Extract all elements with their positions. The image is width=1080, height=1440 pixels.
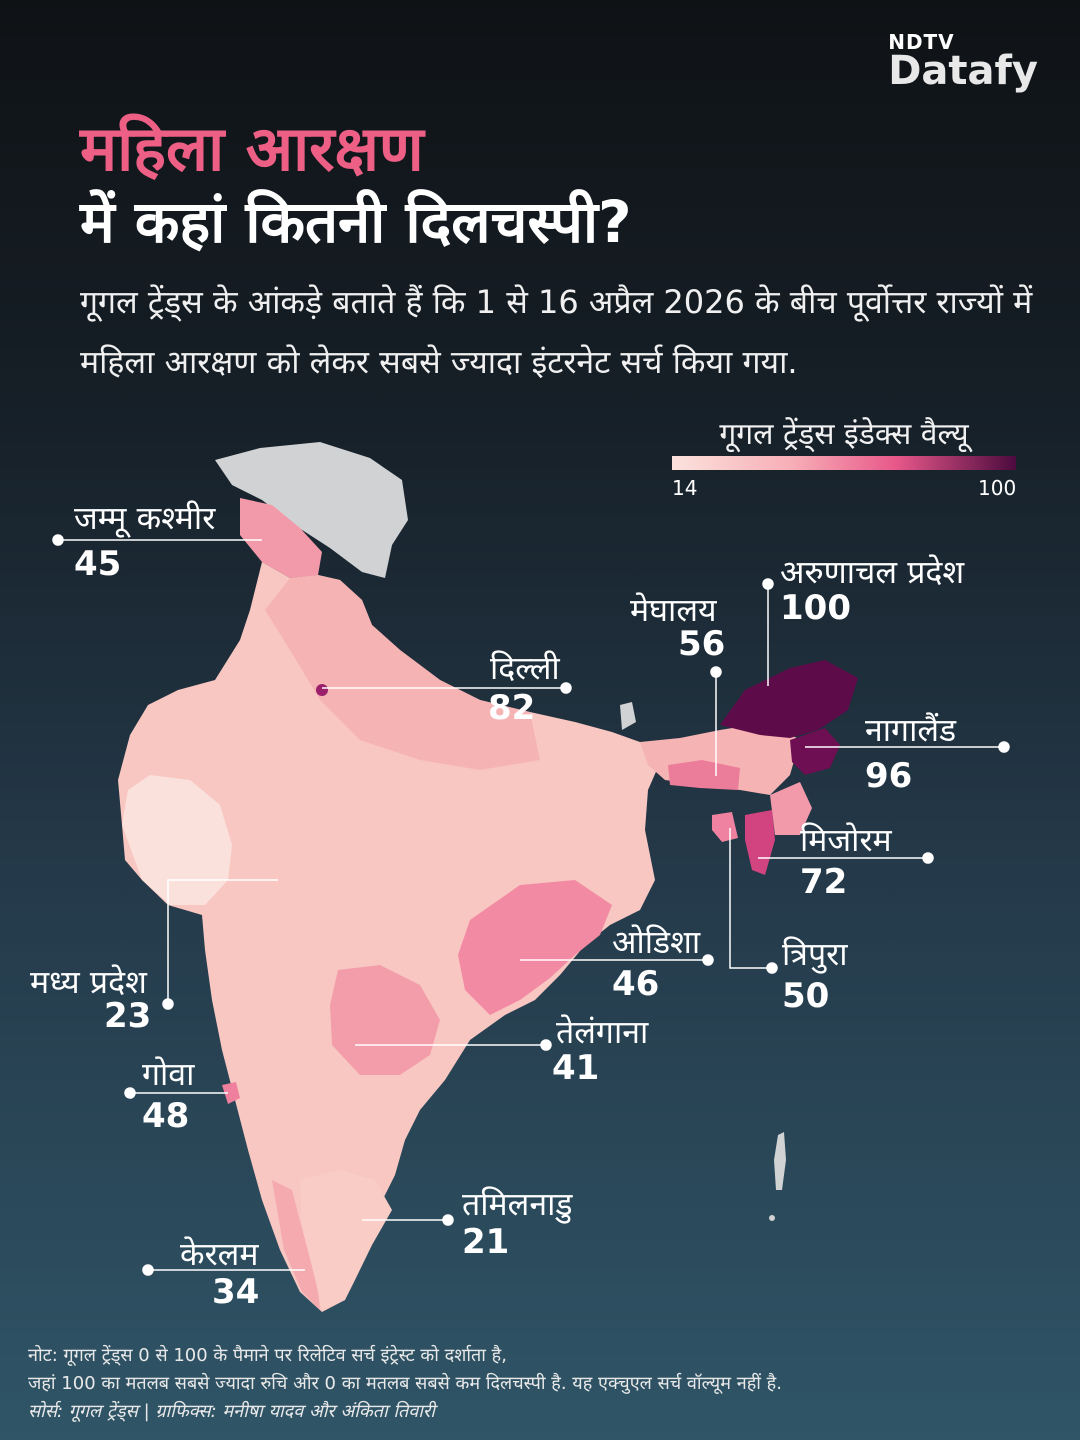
region-manipur (770, 782, 812, 835)
region-gujarat (122, 775, 232, 905)
label-telangana: तेलंगाना (556, 1013, 649, 1051)
label-goa: गोवा (142, 1055, 195, 1093)
label-tamilnadu: तमिलनाडु (462, 1185, 573, 1223)
value-jammu-kashmir: 45 (74, 544, 122, 584)
label-jammu-kashmir: जम्मू कश्मीर (74, 499, 216, 537)
dot-goa (124, 1087, 136, 1099)
region-meghalaya (668, 760, 740, 790)
region-mizoram (745, 810, 775, 875)
region-north-band (265, 575, 540, 770)
legend-max: 100 (978, 476, 1017, 500)
legend-title: गूगल ट्रेंड्स इंडेक्स वैल्यू (719, 417, 969, 452)
value-telangana: 41 (552, 1048, 600, 1088)
label-kerala: केरलम (180, 1235, 259, 1273)
dot-delhi (560, 682, 572, 694)
legend-min: 14 (672, 476, 698, 500)
value-goa: 48 (142, 1096, 190, 1136)
value-delhi: 82 (488, 688, 536, 728)
region-andaman (774, 1132, 786, 1190)
subtitle: गूगल ट्रेंड्स के आंकड़े बताते हैं कि 1 स… (80, 283, 1033, 381)
note-line1: नोट: गूगल ट्रेंड्स 0 से 100 के पैमाने पर… (28, 1345, 507, 1366)
region-nicobar (769, 1215, 775, 1221)
value-mizoram: 72 (800, 862, 848, 902)
region-goa (222, 1082, 240, 1104)
dot-nagaland (998, 741, 1010, 753)
region-delhi (316, 684, 328, 696)
value-tamilnadu: 21 (462, 1222, 510, 1262)
ndtv-datafy-logo: NDTV Datafy (888, 30, 1038, 94)
leader-tripura (729, 828, 772, 969)
region-sikkim (620, 702, 636, 730)
leader-lines (52, 534, 1010, 1276)
region-ladakh (215, 442, 408, 578)
logo-line1: NDTV (888, 30, 955, 54)
value-nagaland: 96 (865, 756, 913, 796)
value-odisha: 46 (612, 964, 660, 1004)
dot-kerala (142, 1264, 154, 1276)
dot-mizoram (922, 852, 934, 864)
value-arunachal: 100 (780, 588, 851, 628)
region-arunachal (720, 660, 858, 738)
source-credit: सोर्स: गूगल ट्रेंड्स | ग्राफिक्स: मनीषा … (28, 1401, 435, 1422)
region-tripura (712, 812, 738, 842)
value-kerala: 34 (212, 1272, 260, 1312)
label-tripura: त्रिपुरा (782, 935, 848, 973)
region-nagaland (790, 728, 840, 775)
label-madhya-pradesh: मध्य प्रदेश (30, 963, 147, 1001)
dot-meghalaya (710, 666, 722, 678)
dot-odisha (702, 954, 714, 966)
title-line1: महिला आरक्षण (80, 112, 424, 185)
label-meghalaya: मेघालय (630, 591, 717, 629)
title-line2: में कहां कितनी दिलचस्पी? (80, 188, 632, 256)
label-delhi: दिल्ली (490, 649, 560, 687)
leader-madhya-pradesh (167, 879, 278, 1004)
dot-tamilnadu (442, 1214, 454, 1226)
region-jammu-kashmir (240, 498, 322, 578)
label-mizoram: मिजोरम (800, 821, 892, 859)
region-tamilnadu (300, 1170, 392, 1310)
legend-color-bar (672, 456, 1016, 470)
dot-tripura (766, 962, 778, 974)
logo-line2: Datafy (888, 48, 1038, 94)
label-odisha: ओडिशा (612, 923, 701, 961)
label-arunachal: अरुणाचल प्रदेश (780, 553, 965, 591)
footnotes: नोट: गूगल ट्रेंड्स 0 से 100 के पैमाने पर… (28, 1342, 782, 1426)
region-telangana (330, 965, 440, 1075)
region-kerala (272, 1180, 320, 1310)
label-nagaland: नागालैंड (865, 711, 957, 749)
note-line2: जहां 100 का मतलब सबसे ज्यादा रुचि और 0 क… (28, 1373, 782, 1394)
region-odisha (458, 880, 612, 1015)
value-madhya-pradesh: 23 (104, 996, 152, 1036)
dot-telangana (540, 1039, 552, 1051)
dot-madhya-pradesh (162, 998, 174, 1010)
dot-jammu-kashmir (52, 534, 64, 546)
value-tripura: 50 (782, 976, 830, 1016)
dot-arunachal (762, 578, 774, 590)
value-meghalaya: 56 (678, 624, 726, 664)
